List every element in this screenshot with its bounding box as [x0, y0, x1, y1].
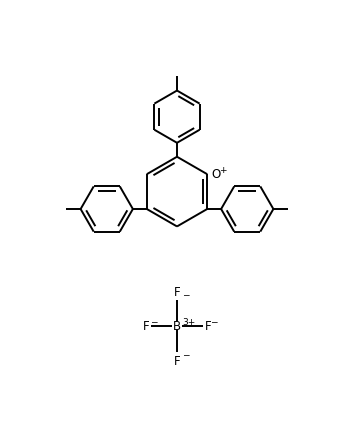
Text: F: F	[174, 354, 180, 367]
Text: −: −	[182, 349, 189, 358]
Text: F: F	[205, 320, 211, 332]
Text: +: +	[219, 166, 227, 175]
Text: −: −	[150, 316, 157, 325]
Text: O: O	[211, 167, 221, 180]
Text: F: F	[174, 285, 180, 298]
Text: −: −	[182, 290, 189, 299]
Text: B: B	[173, 320, 181, 332]
Text: 3+: 3+	[183, 317, 196, 326]
Text: −: −	[210, 316, 218, 325]
Text: F: F	[143, 320, 149, 332]
